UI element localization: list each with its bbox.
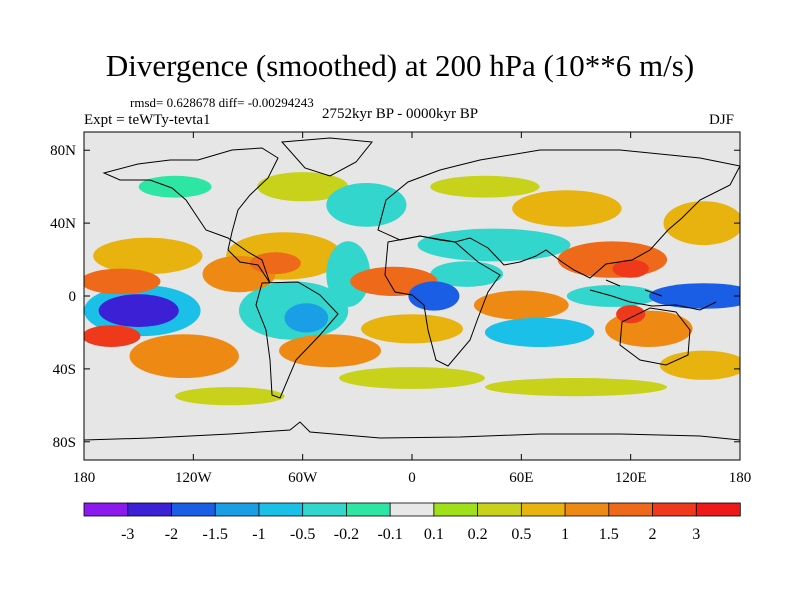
- x-tick-label: 180: [73, 470, 96, 486]
- colorbar-swatch-6: [345, 502, 391, 517]
- period-label: 2752kyr BP - 0000kyr BP: [322, 106, 479, 122]
- colorbar-label: -1.5: [203, 526, 228, 543]
- divergence-region-30: [84, 325, 141, 347]
- divergence-region-11: [430, 261, 504, 287]
- divergence-region-31: [408, 281, 460, 311]
- divergence-region-6: [93, 237, 203, 275]
- x-tick-label: 60W: [288, 470, 318, 486]
- colorbar-swatch-8: [433, 502, 479, 517]
- divergence-region-35: [98, 294, 179, 327]
- colorbar-label: 1.5: [599, 526, 619, 543]
- divergence-region-17: [659, 350, 740, 380]
- colorbar-swatch-10: [520, 502, 566, 517]
- colorbar-swatch-3: [214, 502, 260, 517]
- divergence-region-5: [138, 175, 212, 198]
- divergence-region-3: [175, 387, 285, 406]
- colorbar-label: -0.5: [290, 526, 315, 543]
- colorbar-label: 0.1: [424, 526, 444, 543]
- colorbar-swatch-13: [652, 502, 697, 517]
- divergence-region-1: [339, 367, 485, 389]
- x-tick-label: 180: [729, 470, 752, 486]
- coastline-africa: [384, 235, 501, 367]
- colorbar-swatch-9: [477, 502, 523, 517]
- colorbar-label: -1: [252, 526, 265, 543]
- colorbar-label: 3: [692, 526, 700, 543]
- colorbar-swatch-0: [83, 502, 129, 517]
- colorbar-label: 2: [649, 526, 657, 543]
- colorbar-label: 0.5: [511, 526, 531, 543]
- colorbar-swatch-4: [258, 502, 304, 517]
- divergence-region-22: [473, 290, 569, 320]
- divergence-region-23: [484, 317, 595, 347]
- colorbar-label: -2: [165, 526, 178, 543]
- x-tick-label: 60E: [509, 470, 533, 486]
- y-tick-label: 40N: [50, 216, 76, 232]
- colorbar-label: 0.2: [468, 526, 488, 543]
- x-tick-label: 120W: [175, 470, 213, 486]
- colorbar-swatch-1: [127, 502, 173, 517]
- colorbar-swatch-14: [695, 502, 741, 517]
- stats-text: rmsd= 0.628678 diff= -0.00294243: [130, 95, 314, 110]
- coastline-south-america: [255, 281, 339, 399]
- divergence-region-4: [430, 175, 540, 198]
- divergence-region-33: [648, 283, 740, 309]
- divergence-region-32: [612, 259, 649, 278]
- divergence-region-26: [249, 252, 301, 275]
- coastline-indonesia: [589, 279, 717, 311]
- coastline-north-america: [102, 147, 279, 284]
- divergence-region-12: [361, 314, 463, 344]
- colorbar: -3 -2 -1.5 -1 -0.5 -0.2 -0.1 0.1 0.2 0.5 1 1.5 2 3: [83, 502, 741, 543]
- divergence-region-2: [484, 378, 668, 397]
- divergence-region-0: [257, 172, 349, 202]
- colorbar-label: -0.1: [377, 526, 402, 543]
- divergence-region-16: [663, 201, 740, 245]
- divergence-region-9: [326, 241, 371, 307]
- divergence-region-34: [616, 305, 646, 324]
- colorbar-swatch-11: [564, 502, 610, 517]
- coastline-europe-asia: [377, 149, 740, 279]
- divergence-region-25: [84, 268, 161, 295]
- divergence-region-10: [326, 183, 407, 227]
- season-label: DJF: [709, 112, 735, 128]
- divergence-region-27: [284, 303, 329, 333]
- y-tick-label: 80S: [53, 435, 76, 451]
- colorbar-swatch-7: [389, 502, 435, 517]
- divergence-region-13: [417, 228, 571, 262]
- experiment-label: Expt = teWTy-tevta1: [84, 112, 211, 128]
- x-tick-label: 0: [408, 470, 416, 486]
- colorbar-label: 1: [561, 526, 569, 543]
- divergence-region-29: [557, 241, 668, 278]
- coastline-australia: [619, 307, 691, 366]
- y-tick-label: 80N: [50, 143, 76, 159]
- divergence-region-19: [129, 334, 239, 378]
- coastline-antarctica: [84, 421, 740, 441]
- y-tick-label: 40S: [53, 362, 76, 378]
- colorbar-swatch-5: [302, 502, 348, 517]
- axis-ticks: 180 120W 60W 0 60E 120E 180 80N 40N 0 40S 80S: [50, 132, 751, 486]
- colorbar-label: -3: [121, 526, 134, 543]
- coastline-greenland: [280, 137, 373, 177]
- colorbar-swatch-12: [608, 502, 654, 517]
- divergence-region-21: [279, 334, 381, 368]
- divergence-region-14: [512, 190, 622, 227]
- chart-title: Divergence (smoothed) at 200 hPa (10**6 …: [105, 48, 695, 83]
- coastlines: [84, 137, 740, 441]
- colorbar-swatch-2: [171, 502, 216, 517]
- colorbar-label: -0.2: [334, 526, 359, 543]
- y-tick-label: 0: [69, 289, 77, 305]
- x-tick-label: 120E: [615, 470, 647, 486]
